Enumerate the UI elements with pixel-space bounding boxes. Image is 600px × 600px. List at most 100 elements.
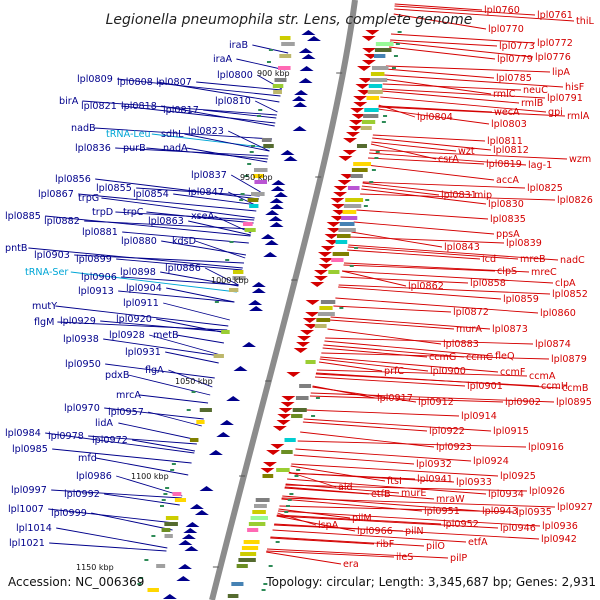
plus-strand-gene-arrow [326, 222, 341, 227]
minus-strand-gene-arrow [251, 282, 266, 287]
minus-strand-gene-arrow [251, 288, 266, 293]
gene-label-etfb: etfB [371, 489, 391, 500]
plus-strand-gene-arrow [302, 318, 317, 323]
minus-strand-gene-arrow [208, 450, 223, 455]
gene-label-trpg: trpG [78, 193, 99, 204]
gene-label-lag-1: lag-1 [528, 160, 552, 171]
feature-mark [294, 475, 299, 477]
feature-mark [171, 463, 176, 465]
feature-block [249, 204, 259, 208]
gene-label-lpl0915: lpl0915 [493, 426, 529, 437]
gene-label-lpl0882: lpl0882 [44, 216, 80, 227]
gene-label-lpl0906: lpl0906 [81, 272, 117, 283]
gene-label-lpl0970: lpl0970 [64, 403, 100, 414]
connector-line [103, 338, 221, 357]
connector-line [338, 286, 502, 300]
plus-strand-gene-arrow [278, 408, 293, 413]
connector-line [163, 302, 230, 321]
feature-block [339, 222, 355, 226]
feature-block [232, 270, 244, 274]
connector-line [78, 193, 257, 212]
gene-label-lpl0925: lpl0925 [500, 471, 536, 482]
connector-line [288, 472, 455, 483]
gene-label-lpl0911: lpl0911 [123, 298, 159, 309]
connector-line [270, 537, 375, 545]
feature-block [242, 222, 253, 226]
feature-block [281, 42, 295, 46]
feature-block [161, 528, 171, 532]
feature-block [213, 354, 224, 358]
connector-line [149, 334, 221, 356]
feature-mark [263, 583, 268, 585]
gene-label-lpl0904: lpl0904 [126, 283, 162, 294]
connector-line [380, 96, 547, 113]
gene-label-lpl0913: lpl0913 [78, 286, 114, 297]
connector-line [321, 352, 550, 360]
feature-mark [250, 145, 255, 147]
connector-line [342, 270, 554, 284]
feature-block [314, 324, 327, 328]
kbp-tick-label: 1100 kbp [131, 472, 169, 481]
gene-label-wzt: wzt [458, 146, 475, 157]
gene-label-trna-leu: tRNA-Leu [106, 129, 151, 140]
gene-label-ccmf: ccmF [500, 367, 525, 378]
gene-label-lpl0791: lpl0791 [547, 93, 583, 104]
gene-label-lpl0920: lpl0920 [116, 314, 152, 325]
plus-strand-gene-arrow [300, 330, 315, 335]
gene-label-lpl0943: lpl0943 [482, 506, 518, 517]
connector-line [228, 130, 270, 152]
connector-line [390, 39, 498, 47]
kbp-tick-label: 900 kbp [257, 69, 290, 78]
plus-strand-gene-arrow [317, 252, 332, 257]
feature-rings [137, 30, 402, 599]
connector-line [48, 508, 175, 524]
gene-label-lpl0941: lpl0941 [417, 474, 453, 485]
connector-line [161, 240, 247, 256]
plus-strand-gene-arrow [351, 114, 366, 119]
minus-strand-gene-arrow [291, 96, 306, 101]
gene-label-lpl0859: lpl0859 [503, 294, 539, 305]
feature-block [196, 420, 205, 424]
feature-block [261, 138, 272, 142]
connector-line [368, 157, 485, 165]
feature-mark [170, 469, 175, 471]
plus-strand-gene-arrow [337, 180, 352, 185]
connector-line [266, 550, 395, 558]
plus-strand-gene-arrow [362, 48, 377, 53]
gene-label-lpl0831: lpl0831 [441, 190, 477, 201]
feature-mark [258, 109, 263, 111]
gene-label-lpl0852: lpl0852 [552, 289, 588, 300]
connector-line [91, 512, 173, 531]
minus-strand-gene-arrow [301, 30, 316, 35]
feature-mark [391, 67, 396, 69]
left-gene-labels: iraB iraA lpl0800 lpl0809 lpl0808 lpl0807 lpl0… [5, 40, 253, 549]
connector-line [74, 254, 245, 264]
connector-line [276, 514, 442, 525]
feature-mark [284, 511, 289, 513]
feature-mark [296, 469, 301, 471]
connector-line [116, 475, 183, 497]
minus-strand-gene-arrow [264, 240, 279, 245]
feature-block [253, 174, 264, 178]
gene-label-hisf: hisF [565, 82, 584, 93]
connector-line [314, 376, 466, 387]
connector-line [51, 489, 182, 499]
feature-block [250, 516, 268, 520]
connector-line [316, 369, 528, 377]
connector-line [320, 356, 499, 373]
plus-strand-gene-arrow [324, 234, 339, 239]
feature-block [236, 564, 248, 568]
connector-line [165, 351, 219, 364]
connector-line [285, 484, 528, 492]
feature-mark [268, 565, 273, 567]
connector-line [391, 33, 536, 44]
connector-line [84, 220, 253, 230]
feature-block [244, 228, 256, 232]
gene-label-lpl0856: lpl0856 [55, 174, 91, 185]
minus-strand-gene-arrow [269, 222, 284, 227]
connector-line [310, 392, 555, 403]
minus-strand-gene-arrow [178, 564, 193, 569]
minus-strand-gene-arrow [265, 210, 280, 215]
gene-label-lpl0931: lpl0931 [125, 347, 161, 358]
feature-mark [214, 301, 219, 303]
